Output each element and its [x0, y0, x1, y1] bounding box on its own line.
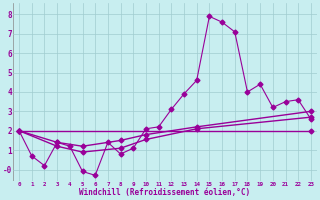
X-axis label: Windchill (Refroidissement éolien,°C): Windchill (Refroidissement éolien,°C) [79, 188, 251, 197]
